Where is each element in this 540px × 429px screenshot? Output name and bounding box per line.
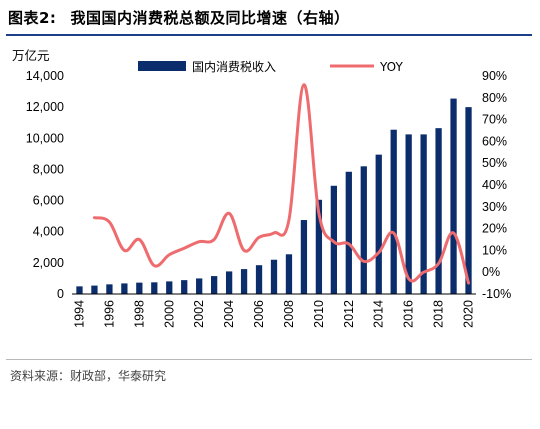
source-rule [6, 359, 532, 360]
y-left-tick-label: 4,000 [33, 225, 64, 239]
figure-title-text: 我国国内消费税总额及同比增速（右轴） [70, 9, 350, 27]
bar [76, 286, 83, 294]
y-right-tick-label: 60% [482, 134, 507, 148]
bar [465, 107, 472, 294]
bar [360, 166, 367, 294]
x-tick-label: 1996 [102, 300, 116, 328]
bar [270, 259, 278, 294]
bar [450, 98, 457, 294]
y-right-tick-label: 70% [482, 113, 507, 127]
x-tick-label: 2000 [162, 300, 176, 328]
bar [315, 199, 323, 294]
bar [255, 265, 263, 294]
figure-title: 图表2: 我国国内消费税总额及同比增速（右轴） [8, 7, 349, 28]
left-axis-unit: 万亿元 [12, 48, 50, 63]
line-series [92, 83, 471, 285]
y-right-tick-label: 20% [482, 222, 507, 236]
bar [285, 254, 293, 294]
x-tick-label: 2006 [252, 300, 266, 328]
x-tick-label: 2008 [282, 300, 296, 328]
x-tick-label: 2004 [222, 300, 236, 328]
figure-label: 图表2: [8, 9, 57, 27]
bar [435, 128, 442, 294]
legend: 国内消费税收入 YOY [138, 60, 403, 74]
x-tick-label: 2014 [372, 300, 386, 328]
legend-label-line: YOY [379, 60, 403, 74]
x-tick-label: 2002 [192, 300, 206, 328]
title-rule [6, 34, 532, 36]
axes: 0 2,000 4,000 6,000 8,000 10,000 12,000 14,000 -… [26, 69, 511, 328]
x-tick-label: 2020 [462, 300, 476, 328]
y-right-tick-label: 50% [482, 156, 507, 170]
bar [136, 282, 143, 294]
legend-swatch-bar [138, 61, 186, 71]
bar [390, 129, 397, 294]
bar [181, 280, 188, 294]
bar [151, 282, 158, 294]
y-left-tick-label: 10,000 [26, 131, 64, 145]
y-left-tick-label: 8,000 [33, 162, 64, 176]
bar [91, 285, 98, 294]
y-left-tick-label: 2,000 [33, 256, 64, 270]
x-tick-label: 2016 [402, 300, 416, 328]
y-left-tick-label: 0 [57, 287, 64, 301]
x-tick-label: 2012 [342, 300, 356, 328]
y-left-tick-label: 14,000 [26, 69, 64, 83]
bar [196, 278, 203, 294]
bar-series [76, 98, 472, 294]
bar [375, 154, 382, 294]
y-right-tick-label: -10% [482, 287, 511, 301]
bar [300, 220, 308, 294]
y-right-tick-label: 40% [482, 178, 507, 192]
y-right-tick-label: 80% [482, 91, 507, 105]
y-right-tick-label: 0% [482, 265, 500, 279]
source-note: 资料来源：财政部，华泰研究 [10, 369, 167, 383]
y-right-tick-label: 10% [482, 243, 507, 257]
bar [420, 134, 427, 294]
y-right-tick-label: 30% [482, 200, 507, 214]
bar [240, 269, 248, 294]
chart: 万亿元 0 2,000 4,000 6,000 8,000 10,000 12,000 14,… [12, 48, 511, 328]
bar [166, 281, 173, 294]
x-tick-label: 2018 [432, 300, 446, 328]
y-right-tick-label: 90% [482, 69, 507, 83]
x-tick-label: 1994 [72, 300, 86, 328]
x-tick-label: 2010 [312, 300, 326, 328]
bar [345, 171, 352, 294]
legend-label-bar: 国内消费税收入 [192, 60, 276, 74]
y-left-tick-label: 12,000 [26, 100, 64, 114]
yoy-line [92, 83, 471, 285]
bar [225, 271, 233, 294]
y-left-tick-label: 6,000 [33, 194, 64, 208]
bar [106, 284, 113, 294]
bar [405, 134, 412, 294]
x-tick-label: 1998 [132, 300, 146, 328]
bar [211, 276, 218, 294]
bar [121, 283, 128, 294]
